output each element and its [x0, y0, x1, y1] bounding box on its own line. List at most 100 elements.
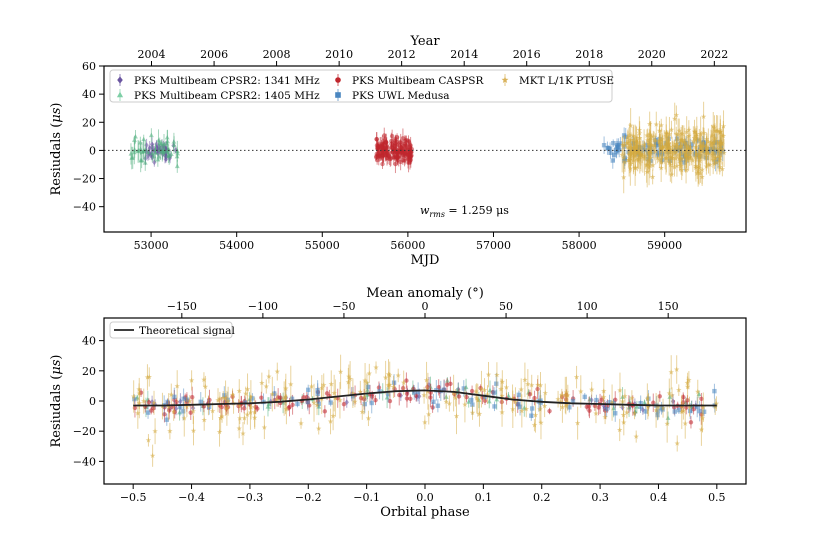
data-point [699, 415, 706, 421]
data-point [697, 408, 702, 414]
data-point [684, 380, 691, 386]
data-point [672, 115, 678, 122]
data-point [699, 148, 705, 154]
data-point [601, 394, 607, 400]
y-label-unit: μs [49, 107, 64, 122]
data-point [676, 407, 682, 413]
data-point [645, 137, 651, 143]
data-point [494, 396, 500, 402]
top-tick-label: 2008 [263, 48, 291, 61]
data-point [634, 404, 640, 409]
data-point [352, 398, 358, 405]
data-point [688, 155, 695, 161]
data-point [173, 405, 179, 412]
data-point [632, 400, 638, 407]
data-point [404, 396, 410, 401]
data-point [408, 396, 413, 401]
legend-marker [116, 91, 124, 98]
data-point [337, 397, 343, 403]
data-point [578, 388, 584, 394]
data-point [647, 131, 654, 137]
data-point [701, 409, 707, 414]
data-point [202, 383, 209, 390]
data-point [236, 425, 242, 431]
data-point [152, 428, 158, 434]
data-point [453, 413, 460, 419]
data-point [385, 382, 391, 388]
data-point [389, 138, 394, 144]
top-tick-label: 2022 [700, 48, 728, 61]
data-point [671, 164, 678, 170]
data-point [629, 150, 636, 156]
data-point [691, 135, 698, 141]
data-point [632, 134, 638, 140]
data-point [225, 398, 231, 404]
data-point [220, 395, 226, 401]
data-point [387, 398, 393, 404]
x-tick-label: 56000 [390, 239, 425, 252]
data-point [676, 387, 682, 393]
data-point [610, 158, 615, 163]
data-point [559, 392, 565, 398]
y-tick-label: −40 [73, 455, 96, 468]
data-point [709, 149, 716, 156]
data-point [244, 411, 251, 417]
top-tick-label: 2014 [450, 48, 478, 61]
data-point [644, 395, 651, 401]
data-point [701, 142, 707, 148]
data-point [365, 384, 371, 390]
data-point [259, 395, 264, 400]
x-tick-label: 57000 [476, 239, 511, 252]
data-point [146, 400, 152, 405]
data-point [512, 399, 519, 405]
data-point [384, 150, 390, 156]
data-point [361, 394, 367, 400]
data-point [647, 162, 653, 169]
data-point [676, 127, 682, 134]
data-point [687, 408, 693, 414]
data-point [636, 149, 642, 156]
data-point [601, 142, 607, 148]
data-point [563, 402, 569, 408]
data-point [644, 168, 650, 175]
data-point [398, 159, 403, 165]
data-point [492, 404, 497, 409]
data-point [658, 159, 665, 165]
data-point [430, 405, 435, 410]
data-point [542, 390, 548, 396]
data-point [395, 372, 401, 378]
data-point [462, 401, 468, 407]
data-point [717, 164, 723, 170]
data-point [181, 396, 186, 401]
data-point [452, 394, 459, 401]
data-point [315, 387, 320, 393]
legend-label: PKS Multibeam CPSR2: 1341 MHz [134, 75, 320, 87]
data-point [690, 138, 697, 144]
data-point [281, 395, 287, 401]
data-point [141, 398, 147, 404]
data-point [710, 139, 717, 146]
data-point [365, 415, 372, 421]
x-tick-label: 54000 [219, 239, 254, 252]
data-point [236, 388, 242, 394]
data-point [674, 144, 681, 150]
data-point [168, 391, 175, 397]
wrms-value: = 1.259 μs [445, 204, 509, 217]
data-point [184, 403, 190, 409]
data-point [250, 396, 255, 401]
data-point [527, 391, 533, 397]
data-point [188, 410, 193, 415]
data-point [135, 410, 141, 416]
data-point [201, 376, 207, 382]
data-point [700, 140, 706, 146]
data-point [672, 148, 678, 153]
data-point [474, 395, 480, 401]
data-point [525, 381, 531, 387]
data-point [649, 174, 656, 180]
data-point [287, 404, 292, 410]
data-point [253, 404, 258, 410]
data-point [614, 150, 619, 155]
data-point [144, 374, 151, 380]
data-point [627, 122, 634, 128]
